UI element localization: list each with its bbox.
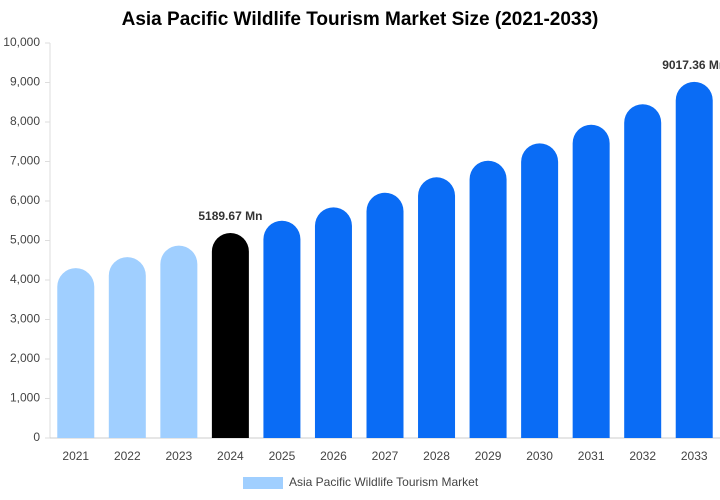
legend-label: Asia Pacific Wildlife Tourism Market [289, 475, 479, 489]
data-label: 5189.67 Mn [198, 209, 262, 223]
x-tick-label: 2029 [475, 449, 502, 463]
x-tick-label: 2026 [320, 449, 347, 463]
bar [675, 81, 713, 439]
bar [263, 220, 301, 438]
legend-swatch [243, 477, 283, 489]
y-tick-label: 0 [33, 430, 40, 444]
x-tick-label: 2032 [629, 449, 656, 463]
y-tick-label: 2,000 [10, 351, 40, 365]
x-tick-label: 2024 [217, 449, 244, 463]
bar [160, 245, 198, 438]
bar [314, 207, 352, 438]
x-tick-label: 2021 [62, 449, 89, 463]
y-tick-label: 4,000 [10, 272, 40, 286]
bar [108, 257, 146, 438]
x-tick-label: 2027 [372, 449, 399, 463]
bar [521, 143, 559, 438]
y-tick-label: 9,000 [10, 75, 40, 89]
bar [572, 124, 610, 438]
bar [624, 104, 662, 438]
bar [469, 160, 507, 438]
x-tick-label: 2025 [269, 449, 296, 463]
bar [57, 268, 95, 438]
bar [418, 177, 456, 439]
x-tick-label: 2028 [423, 449, 450, 463]
y-tick-label: 8,000 [10, 114, 40, 128]
x-tick-label: 2022 [114, 449, 141, 463]
y-tick-label: 3,000 [10, 312, 40, 326]
y-tick-label: 1,000 [10, 391, 40, 405]
bar [366, 192, 404, 438]
y-tick-label: 5,000 [10, 233, 40, 247]
x-tick-label: 2030 [526, 449, 553, 463]
y-tick-label: 7,000 [10, 154, 40, 168]
bar [211, 233, 249, 438]
x-tick-label: 2031 [578, 449, 605, 463]
data-label: 9017.36 Mn [662, 58, 720, 72]
x-tick-label: 2033 [681, 449, 708, 463]
chart-title: Asia Pacific Wildlife Tourism Market Siz… [122, 9, 599, 30]
y-tick-label: 6,000 [10, 193, 40, 207]
x-tick-label: 2023 [165, 449, 192, 463]
y-tick-label: 10,000 [3, 35, 40, 49]
